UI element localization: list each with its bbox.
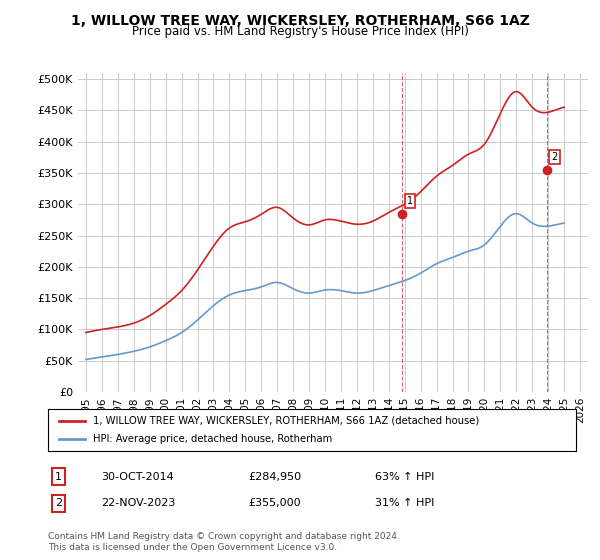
- Text: 22-NOV-2023: 22-NOV-2023: [101, 498, 175, 508]
- Text: £284,950: £284,950: [248, 472, 302, 482]
- Text: 30-OCT-2014: 30-OCT-2014: [101, 472, 173, 482]
- Text: Price paid vs. HM Land Registry's House Price Index (HPI): Price paid vs. HM Land Registry's House …: [131, 25, 469, 38]
- Text: 1, WILLOW TREE WAY, WICKERSLEY, ROTHERHAM, S66 1AZ: 1, WILLOW TREE WAY, WICKERSLEY, ROTHERHA…: [71, 14, 529, 28]
- Text: 63% ↑ HPI: 63% ↑ HPI: [376, 472, 435, 482]
- Text: 2: 2: [55, 498, 62, 508]
- Text: 2: 2: [551, 152, 557, 162]
- Text: £355,000: £355,000: [248, 498, 301, 508]
- Text: 1: 1: [407, 196, 413, 206]
- Text: HPI: Average price, detached house, Rotherham: HPI: Average price, detached house, Roth…: [93, 434, 332, 444]
- Text: 1, WILLOW TREE WAY, WICKERSLEY, ROTHERHAM, S66 1AZ (detached house): 1, WILLOW TREE WAY, WICKERSLEY, ROTHERHA…: [93, 416, 479, 426]
- Text: 1: 1: [55, 472, 62, 482]
- Text: Contains HM Land Registry data © Crown copyright and database right 2024.
This d: Contains HM Land Registry data © Crown c…: [48, 532, 400, 552]
- Text: 31% ↑ HPI: 31% ↑ HPI: [376, 498, 435, 508]
